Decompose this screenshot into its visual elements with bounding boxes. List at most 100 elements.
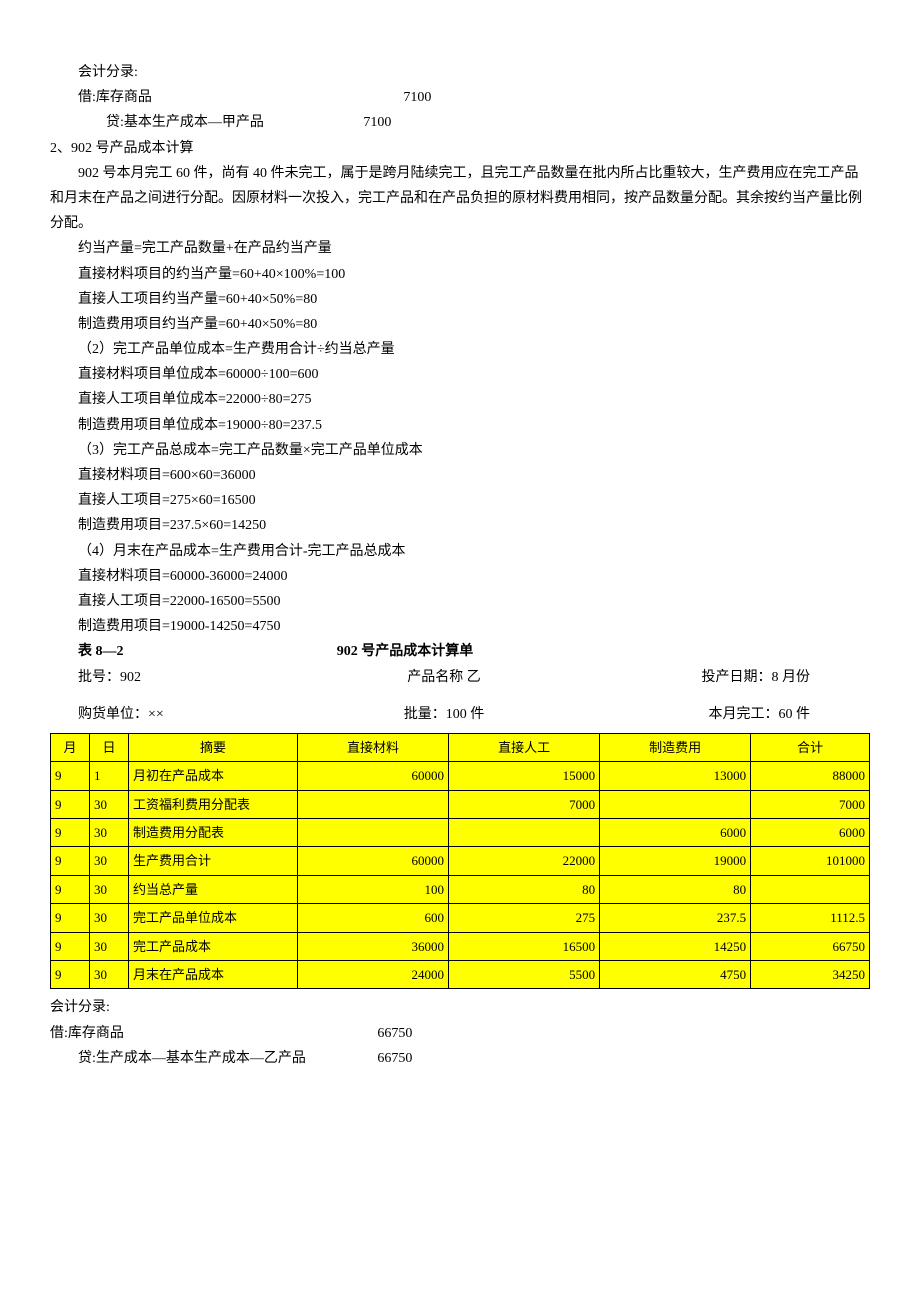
cell: 工资福利费用分配表: [129, 790, 298, 818]
table-row: 930月末在产品成本240005500475034250: [51, 961, 870, 989]
cell: 30: [90, 904, 129, 932]
cell: 19000: [600, 847, 751, 875]
calc-line: （2）完工产品单位成本=生产费用合计÷约当总产量: [50, 337, 870, 362]
cell: 66750: [751, 932, 870, 960]
calc-line: 约当产量=完工产品数量+在产品约当产量: [50, 236, 870, 261]
top-entry-heading: 会计分录:: [50, 60, 870, 85]
table-meta-row2: 购货单位：×× 批量：100 件 本月完工：60 件: [50, 702, 870, 727]
cell: 7000: [751, 790, 870, 818]
cell: 制造费用分配表: [129, 819, 298, 847]
calc-line: 直接人工项目=275×60=16500: [50, 488, 870, 513]
top-entry-debit: 借:库存商品 7100: [50, 85, 870, 110]
bottom-entry-debit: 借:库存商品 66750: [50, 1021, 870, 1046]
cell: 60000: [298, 847, 449, 875]
cell: [751, 875, 870, 903]
table-label-row: 表 8—2 902 号产品成本计算单: [50, 639, 870, 664]
cell: 9: [51, 961, 90, 989]
calc-line: 直接材料项目=600×60=36000: [50, 463, 870, 488]
cell: 60000: [298, 762, 449, 790]
cell: 30: [90, 819, 129, 847]
table-row: 930约当总产量1008080: [51, 875, 870, 903]
cell: [298, 790, 449, 818]
cell: 9: [51, 762, 90, 790]
cell: 1: [90, 762, 129, 790]
top-entry-credit: 贷:基本生产成本—甲产品 7100: [50, 110, 870, 135]
cell: 完工产品单位成本: [129, 904, 298, 932]
cell: 100: [298, 875, 449, 903]
cost-table: 月日摘要直接材料直接人工制造费用合计 91月初在产品成本600001500013…: [50, 733, 870, 990]
col-header: 摘要: [129, 733, 298, 761]
cell: 月初在产品成本: [129, 762, 298, 790]
col-header: 月: [51, 733, 90, 761]
product-name: 产品名称 乙: [303, 665, 556, 690]
cell: 约当总产量: [129, 875, 298, 903]
table-label: 表 8—2: [50, 639, 250, 664]
col-header: 合计: [751, 733, 870, 761]
cell: 9: [51, 847, 90, 875]
cell: 80: [600, 875, 751, 903]
customer: 购货单位：××: [50, 702, 303, 727]
start-date: 投产日期：8 月份: [557, 665, 870, 690]
cell: 30: [90, 875, 129, 903]
debit-amount: 66750: [377, 1021, 412, 1046]
cell: 9: [51, 790, 90, 818]
calc-line: （4）月末在产品成本=生产费用合计-完工产品总成本: [50, 539, 870, 564]
credit-label: 贷:基本生产成本—甲产品: [106, 115, 264, 130]
cell: [298, 819, 449, 847]
cell: 30: [90, 932, 129, 960]
table-row: 91月初在产品成本60000150001300088000: [51, 762, 870, 790]
cell: 6000: [600, 819, 751, 847]
cell: 9: [51, 932, 90, 960]
cell: 14250: [600, 932, 751, 960]
cell: 5500: [449, 961, 600, 989]
cell: 101000: [751, 847, 870, 875]
cell: 30: [90, 961, 129, 989]
calc-line: （3）完工产品总成本=完工产品数量×完工产品单位成本: [50, 438, 870, 463]
calc-line: 直接人工项目单位成本=22000÷80=275: [50, 387, 870, 412]
section2-title: 2、902 号产品成本计算: [50, 136, 870, 161]
table-row: 930生产费用合计600002200019000101000: [51, 847, 870, 875]
col-header: 日: [90, 733, 129, 761]
table-row: 930完工产品成本36000165001425066750: [51, 932, 870, 960]
col-header: 直接人工: [449, 733, 600, 761]
col-header: 制造费用: [600, 733, 751, 761]
debit-amount: 7100: [375, 85, 431, 110]
cell: [600, 790, 751, 818]
cell: [449, 819, 600, 847]
cell: 34250: [751, 961, 870, 989]
cell: 15000: [449, 762, 600, 790]
credit-amount: 7100: [307, 110, 391, 135]
debit-label: 借:库存商品: [50, 1026, 124, 1041]
cell: 7000: [449, 790, 600, 818]
cell: 4750: [600, 961, 751, 989]
cell: 9: [51, 904, 90, 932]
cell: 237.5: [600, 904, 751, 932]
calc-line: 直接材料项目=60000-36000=24000: [50, 564, 870, 589]
calc-line: 制造费用项目=19000-14250=4750: [50, 614, 870, 639]
calc-line: 直接材料项目单位成本=60000÷100=600: [50, 362, 870, 387]
table-meta-row1: 批号：902 产品名称 乙 投产日期：8 月份: [50, 665, 870, 690]
cell: 月末在产品成本: [129, 961, 298, 989]
credit-amount: 66750: [349, 1046, 412, 1071]
table-row: 930制造费用分配表 60006000: [51, 819, 870, 847]
cell: 13000: [600, 762, 751, 790]
cell: 9: [51, 819, 90, 847]
cell: 275: [449, 904, 600, 932]
batch-no: 批号：902: [50, 665, 303, 690]
batch-qty: 批量：100 件: [303, 702, 556, 727]
col-header: 直接材料: [298, 733, 449, 761]
calc-lines: 约当产量=完工产品数量+在产品约当产量直接材料项目的约当产量=60+40×100…: [50, 236, 870, 639]
cell: 30: [90, 790, 129, 818]
cell: 88000: [751, 762, 870, 790]
cell: 完工产品成本: [129, 932, 298, 960]
bottom-entry-credit: 贷:生产成本—基本生产成本—乙产品 66750: [50, 1046, 870, 1071]
calc-line: 制造费用项目=237.5×60=14250: [50, 513, 870, 538]
calc-line: 直接材料项目的约当产量=60+40×100%=100: [50, 262, 870, 287]
cell: 1112.5: [751, 904, 870, 932]
calc-line: 直接人工项目=22000-16500=5500: [50, 589, 870, 614]
cell: 6000: [751, 819, 870, 847]
cell: 生产费用合计: [129, 847, 298, 875]
table-header-row: 月日摘要直接材料直接人工制造费用合计: [51, 733, 870, 761]
completed-qty: 本月完工：60 件: [557, 702, 870, 727]
table-body: 91月初在产品成本60000150001300088000930工资福利费用分配…: [51, 762, 870, 989]
